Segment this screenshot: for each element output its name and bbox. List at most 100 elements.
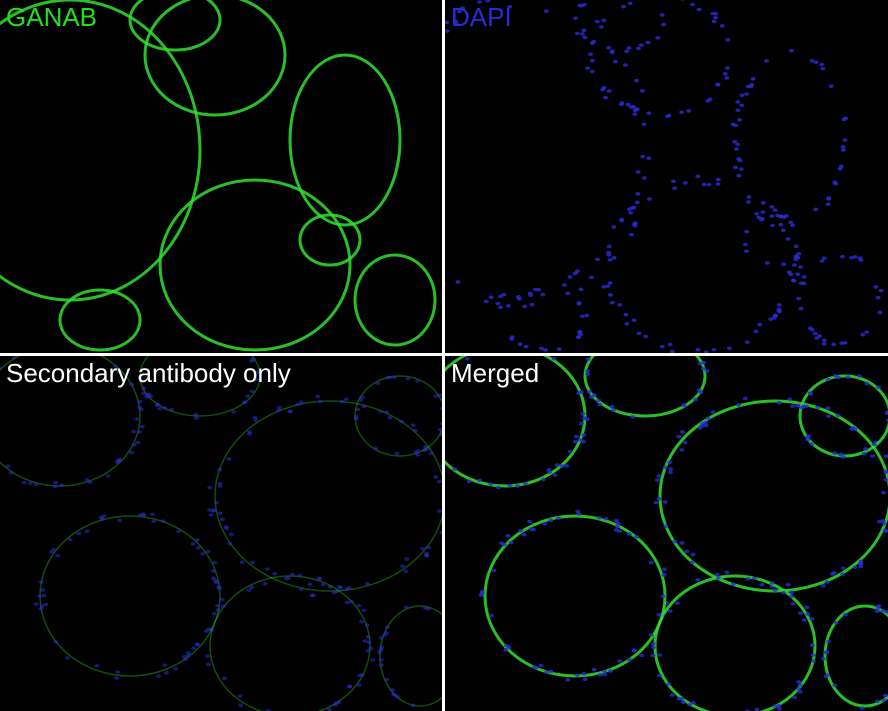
- nucleus-dot: [764, 59, 770, 63]
- nucleus-dot: [287, 409, 293, 414]
- nucleus-dot: [821, 338, 827, 343]
- nucleus-dot: [584, 313, 590, 318]
- nucleus-dot: [464, 356, 470, 361]
- nucleus-dot: [875, 295, 881, 300]
- nucleus-dot: [543, 670, 549, 674]
- nucleus-dot: [788, 594, 794, 599]
- nucleus-dot: [231, 410, 237, 414]
- nucleus-dot: [839, 341, 845, 345]
- nucleus-dot: [679, 448, 685, 452]
- nucleus-dot: [422, 605, 428, 610]
- nucleus-dot: [40, 588, 46, 592]
- nucleus-dot: [833, 181, 839, 186]
- nucleus-dot: [826, 639, 832, 644]
- nucleus-dot: [211, 508, 217, 512]
- nucleus-dot: [53, 639, 59, 644]
- nucleus-dot: [626, 46, 632, 50]
- nucleus-dot: [772, 704, 778, 708]
- nucleus-dot: [856, 374, 862, 378]
- nucleus-dot: [507, 483, 513, 488]
- nucleus-dot: [190, 542, 196, 546]
- nucleus-dot: [131, 442, 137, 447]
- nucleus-dot: [572, 439, 578, 444]
- nucleus-dot: [33, 482, 39, 486]
- nucleus-dot: [578, 332, 584, 337]
- nucleus-dot: [437, 509, 442, 513]
- nucleus-dot: [41, 593, 47, 598]
- nucleus-dot: [298, 400, 304, 404]
- nucleus-dot: [207, 508, 213, 512]
- nucleus-dot: [415, 453, 421, 457]
- nucleus-dot: [602, 672, 608, 677]
- nucleus-dot: [628, 232, 634, 237]
- nucleus-dot: [790, 601, 796, 606]
- follicle-outline: [0, 0, 202, 302]
- nucleus-dot: [115, 670, 121, 674]
- nucleus-dot: [591, 393, 597, 397]
- follicle-outline: [158, 178, 352, 352]
- nucleus-dot: [744, 340, 750, 344]
- nucleus-dot: [681, 403, 687, 408]
- nucleus-dot: [700, 421, 706, 426]
- nucleus-dot: [611, 255, 617, 260]
- nucleus-dot: [573, 434, 579, 439]
- follicle-outline: [288, 53, 402, 227]
- nucleus-dot: [250, 560, 256, 565]
- nucleus-dot: [309, 593, 315, 598]
- nucleus-dot: [272, 571, 278, 576]
- nucleus-dot: [415, 449, 421, 453]
- nucleus-dot: [531, 527, 537, 532]
- nucleus-dot: [384, 677, 390, 682]
- nucleus-dot: [676, 696, 682, 701]
- nucleus-dot: [656, 497, 662, 501]
- nucleus-dot: [819, 259, 825, 263]
- nucleus-dot: [646, 197, 652, 201]
- nucleus-dot: [634, 534, 640, 539]
- nucleus-dot: [215, 603, 221, 608]
- nucleus-dot: [736, 173, 742, 178]
- nucleus-dot: [597, 402, 603, 407]
- nucleus-dot: [404, 557, 410, 561]
- nucleus-dot: [139, 424, 145, 429]
- nucleus-dot: [185, 650, 191, 655]
- nucleus-dot: [705, 99, 711, 103]
- nucleus-dot: [307, 582, 313, 587]
- nucleus-dot: [884, 411, 888, 415]
- nucleus-dot: [657, 653, 663, 657]
- nucleus-dot: [798, 611, 804, 616]
- nucleus-dot: [695, 347, 701, 352]
- nucleus-dot: [426, 545, 432, 550]
- nucleus-dot: [114, 676, 120, 680]
- nucleus-dot: [682, 440, 688, 445]
- nucleus-dot: [864, 381, 870, 386]
- nucleus-dot: [623, 312, 629, 317]
- nucleus-dot: [745, 200, 751, 204]
- nucleus-dot: [394, 451, 400, 456]
- nucleus-dot: [815, 405, 821, 410]
- nucleus-dot: [832, 451, 838, 455]
- nucleus-dot: [466, 479, 472, 484]
- nucleus-dot: [752, 576, 758, 581]
- nucleus-dot: [344, 587, 350, 591]
- nucleus-dot: [249, 585, 255, 590]
- nucleus-dot: [400, 564, 406, 568]
- nucleus-dot: [754, 707, 760, 711]
- nucleus-dot: [564, 464, 570, 468]
- nucleus-dot: [744, 229, 750, 234]
- nucleus-dot: [679, 430, 685, 434]
- nucleus-dot: [787, 397, 793, 401]
- nucleus-dot: [441, 398, 442, 401]
- nucleus-dot: [384, 625, 390, 629]
- nucleus-dot: [185, 653, 191, 658]
- nucleus-dot: [195, 545, 201, 550]
- nucleus-dot: [648, 560, 654, 565]
- nucleus-dot: [624, 49, 630, 54]
- nucleus-dot: [736, 403, 742, 407]
- nucleus-dot: [796, 296, 802, 301]
- nucleus-dot: [505, 304, 511, 308]
- nucleus-dot: [821, 256, 827, 260]
- nucleus-dot: [137, 405, 143, 410]
- nucleus-dot: [639, 653, 645, 658]
- panel-label-merged: Merged: [451, 358, 540, 388]
- nucleus-dot: [669, 349, 675, 353]
